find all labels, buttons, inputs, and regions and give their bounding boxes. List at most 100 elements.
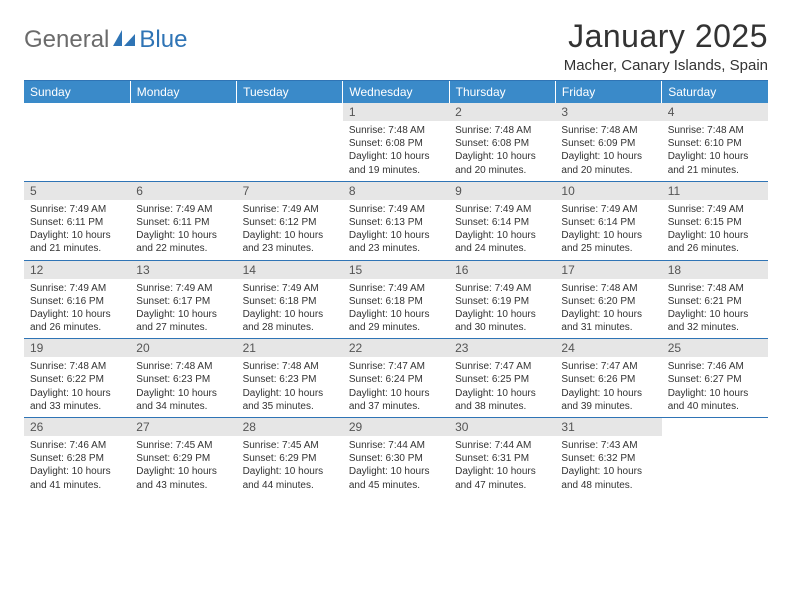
day-detail: Sunrise: 7:49 AMSunset: 6:13 PMDaylight:… xyxy=(343,200,449,260)
sunrise-line: Sunrise: 7:49 AM xyxy=(455,282,549,295)
calendar-cell: 3Sunrise: 7:48 AMSunset: 6:09 PMDaylight… xyxy=(555,103,661,181)
daylight-line-2: and 29 minutes. xyxy=(349,321,443,334)
day-number: 24 xyxy=(555,339,661,357)
daylight-line-2: and 43 minutes. xyxy=(136,479,230,492)
sunrise-line: Sunrise: 7:48 AM xyxy=(561,282,655,295)
daylight-line-1: Daylight: 10 hours xyxy=(561,150,655,163)
sunrise-line: Sunrise: 7:49 AM xyxy=(30,282,124,295)
sunset-line: Sunset: 6:13 PM xyxy=(349,216,443,229)
calendar-cell xyxy=(24,103,130,181)
day-detail: Sunrise: 7:49 AMSunset: 6:19 PMDaylight:… xyxy=(449,279,555,339)
sunrise-line: Sunrise: 7:48 AM xyxy=(30,360,124,373)
sunrise-line: Sunrise: 7:49 AM xyxy=(136,282,230,295)
daylight-line-1: Daylight: 10 hours xyxy=(136,465,230,478)
sunrise-line: Sunrise: 7:44 AM xyxy=(455,439,549,452)
daylight-line-1: Daylight: 10 hours xyxy=(30,465,124,478)
day-detail: Sunrise: 7:45 AMSunset: 6:29 PMDaylight:… xyxy=(237,436,343,496)
sunrise-line: Sunrise: 7:49 AM xyxy=(349,282,443,295)
day-detail: Sunrise: 7:48 AMSunset: 6:22 PMDaylight:… xyxy=(24,357,130,417)
sunrise-line: Sunrise: 7:49 AM xyxy=(243,282,337,295)
daylight-line-1: Daylight: 10 hours xyxy=(30,308,124,321)
sunset-line: Sunset: 6:11 PM xyxy=(30,216,124,229)
sunrise-line: Sunrise: 7:46 AM xyxy=(30,439,124,452)
daylight-line-1: Daylight: 10 hours xyxy=(561,387,655,400)
sunset-line: Sunset: 6:30 PM xyxy=(349,452,443,465)
calendar-cell: 28Sunrise: 7:45 AMSunset: 6:29 PMDayligh… xyxy=(237,418,343,496)
day-number: 11 xyxy=(662,182,768,200)
sunrise-line: Sunrise: 7:43 AM xyxy=(561,439,655,452)
day-detail: Sunrise: 7:43 AMSunset: 6:32 PMDaylight:… xyxy=(555,436,661,496)
daylight-line-1: Daylight: 10 hours xyxy=(668,229,762,242)
sunrise-line: Sunrise: 7:48 AM xyxy=(349,124,443,137)
col-header-wednesday: Wednesday xyxy=(343,81,449,103)
day-number: 30 xyxy=(449,418,555,436)
daylight-line-2: and 30 minutes. xyxy=(455,321,549,334)
day-number: 8 xyxy=(343,182,449,200)
sunrise-line: Sunrise: 7:47 AM xyxy=(349,360,443,373)
daylight-line-1: Daylight: 10 hours xyxy=(243,308,337,321)
daylight-line-1: Daylight: 10 hours xyxy=(349,465,443,478)
daylight-line-1: Daylight: 10 hours xyxy=(561,465,655,478)
daylight-line-2: and 39 minutes. xyxy=(561,400,655,413)
daylight-line-2: and 20 minutes. xyxy=(455,164,549,177)
calendar-cell: 23Sunrise: 7:47 AMSunset: 6:25 PMDayligh… xyxy=(449,339,555,418)
daylight-line-2: and 28 minutes. xyxy=(243,321,337,334)
sunset-line: Sunset: 6:08 PM xyxy=(455,137,549,150)
sunset-line: Sunset: 6:17 PM xyxy=(136,295,230,308)
day-detail xyxy=(662,436,768,494)
calendar-cell: 6Sunrise: 7:49 AMSunset: 6:11 PMDaylight… xyxy=(130,181,236,260)
calendar-cell xyxy=(662,418,768,496)
sunset-line: Sunset: 6:21 PM xyxy=(668,295,762,308)
calendar-body: 1Sunrise: 7:48 AMSunset: 6:08 PMDaylight… xyxy=(24,103,768,496)
logo-word-blue: Blue xyxy=(139,26,187,54)
day-number: 5 xyxy=(24,182,130,200)
sunset-line: Sunset: 6:27 PM xyxy=(668,373,762,386)
day-number: 14 xyxy=(237,261,343,279)
sunrise-line: Sunrise: 7:49 AM xyxy=(30,203,124,216)
calendar-row: 5Sunrise: 7:49 AMSunset: 6:11 PMDaylight… xyxy=(24,181,768,260)
calendar-cell: 17Sunrise: 7:48 AMSunset: 6:20 PMDayligh… xyxy=(555,260,661,339)
daylight-line-2: and 20 minutes. xyxy=(561,164,655,177)
daylight-line-2: and 35 minutes. xyxy=(243,400,337,413)
day-detail: Sunrise: 7:49 AMSunset: 6:18 PMDaylight:… xyxy=(237,279,343,339)
daylight-line-1: Daylight: 10 hours xyxy=(349,308,443,321)
daylight-line-1: Daylight: 10 hours xyxy=(30,229,124,242)
sunrise-line: Sunrise: 7:45 AM xyxy=(136,439,230,452)
calendar-cell: 31Sunrise: 7:43 AMSunset: 6:32 PMDayligh… xyxy=(555,418,661,496)
sunrise-line: Sunrise: 7:49 AM xyxy=(455,203,549,216)
daylight-line-1: Daylight: 10 hours xyxy=(243,465,337,478)
calendar-cell: 22Sunrise: 7:47 AMSunset: 6:24 PMDayligh… xyxy=(343,339,449,418)
sunset-line: Sunset: 6:23 PM xyxy=(243,373,337,386)
daylight-line-1: Daylight: 10 hours xyxy=(561,229,655,242)
day-detail xyxy=(237,121,343,179)
daylight-line-1: Daylight: 10 hours xyxy=(243,229,337,242)
calendar-header-row: Sunday Monday Tuesday Wednesday Thursday… xyxy=(24,81,768,103)
daylight-line-1: Daylight: 10 hours xyxy=(349,387,443,400)
sunrise-line: Sunrise: 7:48 AM xyxy=(136,360,230,373)
daylight-line-1: Daylight: 10 hours xyxy=(668,308,762,321)
day-detail: Sunrise: 7:49 AMSunset: 6:17 PMDaylight:… xyxy=(130,279,236,339)
calendar-row: 12Sunrise: 7:49 AMSunset: 6:16 PMDayligh… xyxy=(24,260,768,339)
daylight-line-2: and 19 minutes. xyxy=(349,164,443,177)
col-header-saturday: Saturday xyxy=(662,81,768,103)
day-number: 29 xyxy=(343,418,449,436)
sunrise-line: Sunrise: 7:47 AM xyxy=(455,360,549,373)
sunrise-line: Sunrise: 7:45 AM xyxy=(243,439,337,452)
sunset-line: Sunset: 6:29 PM xyxy=(136,452,230,465)
day-detail: Sunrise: 7:49 AMSunset: 6:18 PMDaylight:… xyxy=(343,279,449,339)
daylight-line-1: Daylight: 10 hours xyxy=(561,308,655,321)
calendar-cell: 27Sunrise: 7:45 AMSunset: 6:29 PMDayligh… xyxy=(130,418,236,496)
day-number: 15 xyxy=(343,261,449,279)
daylight-line-2: and 22 minutes. xyxy=(136,242,230,255)
day-number xyxy=(130,103,236,121)
day-detail xyxy=(130,121,236,179)
daylight-line-2: and 38 minutes. xyxy=(455,400,549,413)
day-detail xyxy=(24,121,130,179)
day-number: 10 xyxy=(555,182,661,200)
sunset-line: Sunset: 6:18 PM xyxy=(349,295,443,308)
day-detail: Sunrise: 7:45 AMSunset: 6:29 PMDaylight:… xyxy=(130,436,236,496)
day-detail: Sunrise: 7:49 AMSunset: 6:15 PMDaylight:… xyxy=(662,200,768,260)
daylight-line-2: and 33 minutes. xyxy=(30,400,124,413)
sunrise-line: Sunrise: 7:49 AM xyxy=(561,203,655,216)
daylight-line-1: Daylight: 10 hours xyxy=(455,229,549,242)
